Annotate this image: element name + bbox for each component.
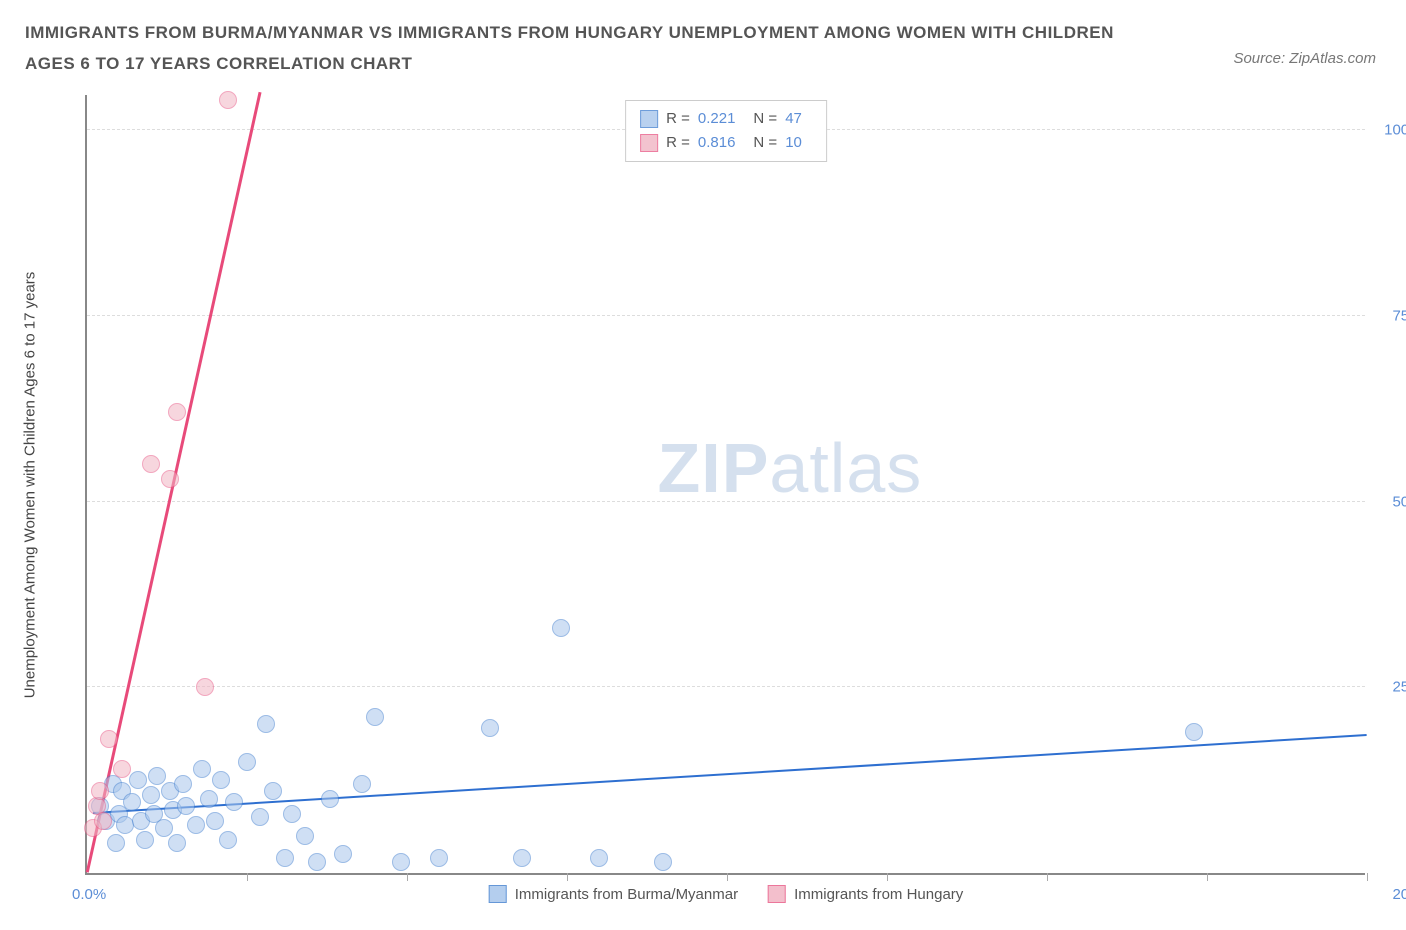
data-point bbox=[392, 853, 410, 871]
legend-label: Immigrants from Burma/Myanmar bbox=[515, 886, 738, 903]
legend-r-value: 0.816 bbox=[698, 131, 736, 155]
data-point bbox=[321, 790, 339, 808]
legend-label: Immigrants from Hungary bbox=[794, 886, 963, 903]
data-point bbox=[187, 816, 205, 834]
data-point bbox=[366, 708, 384, 726]
data-point bbox=[334, 845, 352, 863]
data-point bbox=[196, 678, 214, 696]
x-tick bbox=[567, 873, 568, 881]
source-attribution: Source: ZipAtlas.com bbox=[1233, 50, 1376, 67]
legend-swatch bbox=[640, 134, 658, 152]
y-tick-label: 75.0% bbox=[1375, 307, 1406, 324]
data-point bbox=[148, 767, 166, 785]
x-tick bbox=[887, 873, 888, 881]
legend-item: Immigrants from Hungary bbox=[768, 885, 963, 903]
data-point bbox=[142, 455, 160, 473]
data-point bbox=[129, 771, 147, 789]
legend-swatch bbox=[640, 110, 658, 128]
data-point bbox=[513, 849, 531, 867]
trend-line bbox=[93, 734, 1367, 814]
x-axis-min-label: 0.0% bbox=[72, 886, 106, 903]
data-point bbox=[552, 619, 570, 637]
data-point bbox=[168, 834, 186, 852]
y-tick-label: 100.0% bbox=[1375, 122, 1406, 139]
data-point bbox=[283, 805, 301, 823]
correlation-legend: R = 0.221 N = 47 R = 0.816 N = 10 bbox=[625, 100, 827, 162]
legend-r-value: 0.221 bbox=[698, 107, 736, 131]
gridline bbox=[87, 315, 1365, 316]
data-point bbox=[225, 793, 243, 811]
data-point bbox=[308, 853, 326, 871]
data-point bbox=[100, 730, 118, 748]
data-point bbox=[206, 812, 224, 830]
watermark: ZIPatlas bbox=[658, 428, 923, 508]
data-point bbox=[276, 849, 294, 867]
data-point bbox=[219, 91, 237, 109]
data-point bbox=[296, 827, 314, 845]
data-point bbox=[219, 831, 237, 849]
x-axis-max-label: 20.0% bbox=[1392, 886, 1406, 903]
data-point bbox=[155, 819, 173, 837]
data-point bbox=[353, 775, 371, 793]
plot-area: ZIPatlas R =0.221N =47R =0.816N =10 0.0%… bbox=[85, 95, 1365, 875]
data-point bbox=[94, 812, 112, 830]
data-point bbox=[168, 403, 186, 421]
series-legend: Immigrants from Burma/Myanmar Immigrants … bbox=[489, 885, 964, 903]
legend-n-value: 47 bbox=[785, 107, 802, 131]
legend-r-label: R = bbox=[666, 131, 690, 155]
gridline bbox=[87, 501, 1365, 502]
chart-container: Unemployment Among Women with Children A… bbox=[45, 95, 1385, 905]
data-point bbox=[1185, 723, 1203, 741]
data-point bbox=[136, 831, 154, 849]
y-tick-label: 50.0% bbox=[1375, 493, 1406, 510]
x-tick bbox=[247, 873, 248, 881]
data-point bbox=[257, 715, 275, 733]
legend-n-value: 10 bbox=[785, 131, 802, 155]
data-point bbox=[200, 790, 218, 808]
legend-swatch bbox=[768, 885, 786, 903]
legend-swatch bbox=[489, 885, 507, 903]
data-point bbox=[113, 760, 131, 778]
data-point bbox=[238, 753, 256, 771]
y-tick-label: 25.0% bbox=[1375, 679, 1406, 696]
data-point bbox=[481, 719, 499, 737]
data-point bbox=[654, 853, 672, 871]
x-tick bbox=[727, 873, 728, 881]
x-tick bbox=[407, 873, 408, 881]
data-point bbox=[123, 793, 141, 811]
x-tick bbox=[1047, 873, 1048, 881]
chart-header: IMMIGRANTS FROM BURMA/MYANMAR VS IMMIGRA… bbox=[0, 0, 1406, 89]
legend-r-label: R = bbox=[666, 107, 690, 131]
legend-row: R = 0.816 N = 10 bbox=[640, 131, 812, 155]
data-point bbox=[161, 470, 179, 488]
legend-row: R = 0.221 N = 47 bbox=[640, 107, 812, 131]
data-point bbox=[193, 760, 211, 778]
data-point bbox=[264, 782, 282, 800]
chart-title: IMMIGRANTS FROM BURMA/MYANMAR VS IMMIGRA… bbox=[25, 18, 1125, 79]
x-tick bbox=[1367, 873, 1368, 881]
legend-item: Immigrants from Burma/Myanmar bbox=[489, 885, 738, 903]
data-point bbox=[212, 771, 230, 789]
data-point bbox=[91, 782, 109, 800]
gridline bbox=[87, 686, 1365, 687]
data-point bbox=[177, 797, 195, 815]
y-axis-label: Unemployment Among Women with Children A… bbox=[22, 272, 39, 699]
data-point bbox=[174, 775, 192, 793]
data-point bbox=[107, 834, 125, 852]
legend-n-label: N = bbox=[753, 131, 777, 155]
data-point bbox=[430, 849, 448, 867]
legend-n-label: N = bbox=[753, 107, 777, 131]
x-tick bbox=[1207, 873, 1208, 881]
data-point bbox=[142, 786, 160, 804]
data-point bbox=[251, 808, 269, 826]
data-point bbox=[590, 849, 608, 867]
